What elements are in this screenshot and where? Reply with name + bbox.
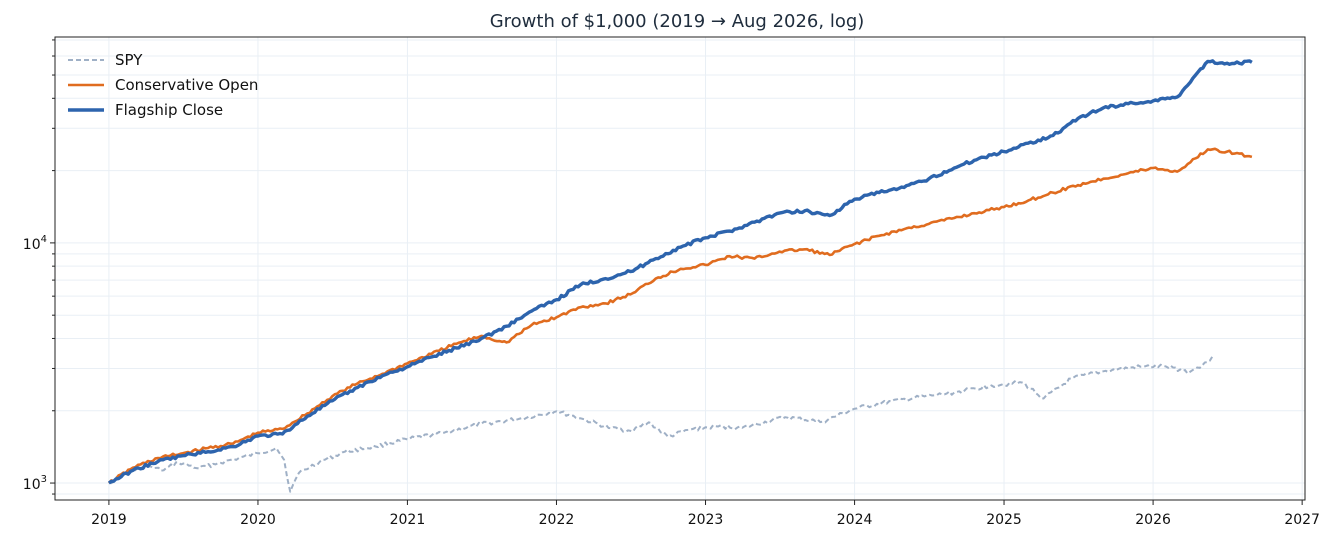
legend-label: SPY xyxy=(115,51,143,69)
x-tick-label: 2021 xyxy=(390,512,426,528)
series-line-spy xyxy=(108,355,1215,493)
x-tick-label: 2020 xyxy=(240,512,276,528)
x-tick-label: 2024 xyxy=(837,512,873,528)
grid xyxy=(55,37,1305,500)
legend-label: Flagship Close xyxy=(115,101,223,119)
y-tick-label: 104 xyxy=(23,234,47,253)
legend-label: Conservative Open xyxy=(115,76,258,94)
series-layer xyxy=(107,59,1253,493)
x-tick-label: 2025 xyxy=(986,512,1022,528)
plot-frame xyxy=(54,36,1306,501)
series-line-flagship-close xyxy=(107,59,1253,485)
x-tick-label: 2026 xyxy=(1135,512,1171,528)
x-tick-label: 2022 xyxy=(539,512,575,528)
x-tick-label: 2019 xyxy=(91,512,127,528)
y-tick-label: 103 xyxy=(23,474,47,493)
legend: SPY Conservative Open Flagship Close xyxy=(68,51,258,119)
x-tick-label: 2023 xyxy=(688,512,724,528)
chart-title: Growth of $1,000 (2019 → Aug 2026, log) xyxy=(490,11,865,32)
axes: 2019 2020 2021 2022 2023 2024 2025 2026 2027 103 1… xyxy=(23,39,1320,528)
x-tick-label: 2027 xyxy=(1284,512,1320,528)
